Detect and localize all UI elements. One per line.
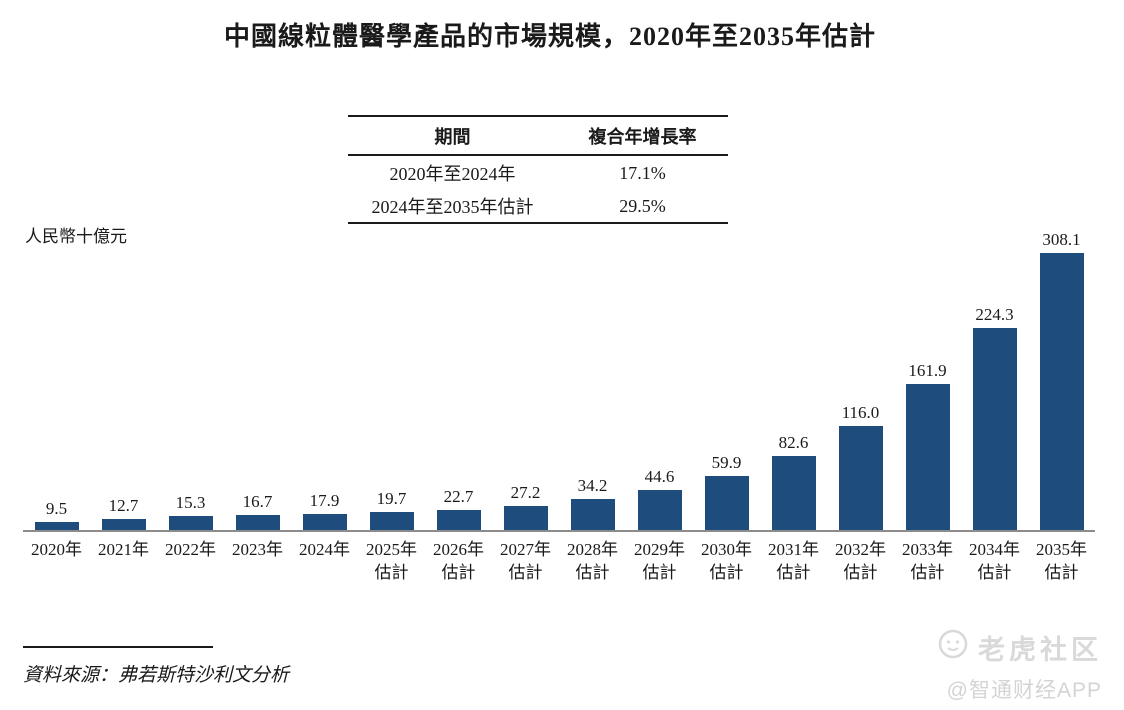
table-row: 2024年至2035年估計 29.5%	[348, 189, 728, 223]
cagr-table-header-period: 期間	[348, 116, 557, 156]
period-cell: 2020年至2024年	[389, 164, 516, 184]
x-axis-label: 2033年 估計	[902, 540, 953, 582]
bar	[704, 476, 749, 530]
bar-value-label: 19.7	[376, 489, 407, 509]
bar	[637, 489, 682, 530]
source-divider	[23, 646, 213, 648]
bar-value-label: 17.9	[309, 490, 340, 510]
bar	[503, 505, 548, 530]
x-axis-label: 2024年	[299, 540, 350, 559]
bar-column: 44.6	[626, 467, 693, 530]
bar	[34, 521, 79, 530]
bar-value-label: 16.7	[242, 492, 273, 511]
x-axis-label: 2025年 估計	[366, 540, 417, 582]
bar	[972, 328, 1017, 530]
source-text: 資料來源：弗若斯特沙利文分析	[23, 665, 290, 686]
x-axis-label: 2020年	[31, 540, 82, 559]
bar	[1039, 253, 1084, 530]
bar-column: 12.7	[90, 496, 157, 530]
period-cell: 2024年至2035年估計	[371, 197, 534, 217]
watermark: 老虎社区 @智通财经APP	[938, 628, 1102, 704]
bar-column: 22.7	[425, 487, 492, 530]
bar-value-label: 116.0	[841, 402, 880, 422]
table-row: 2020年至2024年 17.1%	[348, 155, 728, 189]
x-axis-label: 2026年 估計	[433, 540, 484, 582]
bar	[168, 516, 213, 530]
bar	[302, 513, 347, 530]
bar-value-label: 44.6	[644, 466, 675, 486]
bar-column: 161.9	[894, 361, 961, 530]
bar-value-label: 82.6	[778, 432, 809, 452]
bar	[905, 384, 950, 530]
x-axis-label: 2022年	[165, 540, 216, 559]
bar-chart: 9.5 12.7 15.3 16.7 17.9 19.7 22.7 27.2 34.2 44.6 5…	[23, 228, 1095, 584]
bar	[838, 425, 883, 530]
page-title: 中國線粒體醫學產品的市場規模，2020年至2035年估計	[223, 22, 876, 51]
x-axis-label: 2032年 估計	[835, 540, 886, 582]
source-block: 資料來源：弗若斯特沙利文分析	[23, 646, 289, 687]
tiger-logo-icon	[938, 629, 968, 666]
x-axis-label: 2028年 估計	[567, 540, 618, 582]
bar-column: 19.7	[358, 489, 425, 530]
bar-column: 27.2	[492, 482, 559, 530]
x-axis-label: 2027年 估計	[500, 540, 551, 582]
x-axis-label: 2035年 估計	[1036, 540, 1087, 582]
cagr-cell: 29.5%	[619, 195, 666, 216]
x-axis-label: 2034年 估計	[969, 540, 1020, 582]
cagr-table-header-cagr: 複合年增長率	[557, 116, 728, 156]
x-axis-label: 2031年 估計	[768, 540, 819, 582]
bar-value-label: 308.1	[1042, 230, 1081, 249]
bar-column: 224.3	[961, 305, 1028, 530]
bar-value-label: 9.5	[45, 498, 68, 518]
bar	[101, 518, 146, 530]
bar-column: 17.9	[291, 491, 358, 530]
bar-column: 16.7	[224, 492, 291, 530]
bar-column: 116.0	[827, 403, 894, 530]
bar-value-label: 34.2	[577, 476, 608, 496]
bar	[570, 499, 615, 530]
bar-column: 59.9	[693, 453, 760, 530]
bar	[235, 515, 280, 530]
bar-value-label: 224.3	[975, 305, 1014, 325]
y-axis-unit-label: 人民幣十億元	[25, 227, 127, 246]
bar-value-label: 161.9	[908, 361, 947, 381]
x-axis-label: 2023年	[232, 540, 283, 559]
bar-value-label: 27.2	[510, 482, 541, 502]
bar-value-label: 22.7	[443, 486, 474, 506]
bar-column: 15.3	[157, 493, 224, 530]
bar-value-label: 12.7	[108, 495, 139, 515]
watermark-app-label: @智通财经APP	[946, 679, 1102, 702]
bar	[436, 509, 481, 530]
bar-value-label: 59.9	[711, 453, 742, 473]
bar-column: 82.6	[760, 433, 827, 530]
bar-value-label: 15.3	[175, 493, 206, 513]
cagr-table: 期間 複合年增長率 2020年至2024年 17.1% 2024年至2035年估…	[348, 115, 728, 224]
bar	[771, 455, 816, 530]
bar	[369, 512, 414, 530]
x-axis-label: 2021年	[98, 540, 149, 559]
bar-column: 9.5	[23, 498, 90, 530]
cagr-cell: 17.1%	[619, 162, 666, 183]
bar-column: 308.1	[1028, 230, 1095, 530]
x-axis-label: 2029年 估計	[634, 540, 685, 582]
plot-area: 9.5 12.7 15.3 16.7 17.9 19.7 22.7 27.2 34.2 44.6 5…	[23, 228, 1095, 532]
x-axis-label: 2030年 估計	[701, 540, 752, 582]
bar-column: 34.2	[559, 476, 626, 530]
x-axis-labels: 2020年 2021年 2022年 2023年 2024年 2025年 估計 2026年 估計 2…	[23, 532, 1095, 584]
watermark-community-label: 老虎社区	[978, 635, 1102, 665]
